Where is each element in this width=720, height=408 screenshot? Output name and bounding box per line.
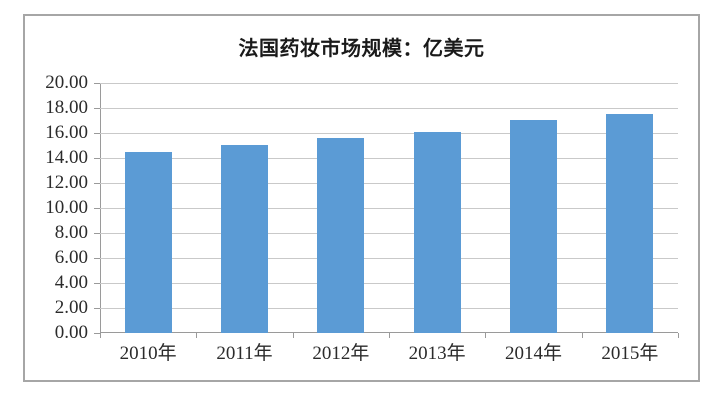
x-axis-tick — [678, 333, 679, 338]
x-axis-tick — [196, 333, 197, 338]
y-axis-label: 2.00 — [54, 297, 88, 318]
x-axis-tick — [293, 333, 294, 338]
x-axis-label: 2013年 — [408, 343, 466, 364]
y-axis-tick — [94, 258, 100, 259]
gridline — [100, 83, 678, 84]
gridline — [100, 208, 678, 209]
y-axis-label: 20.00 — [45, 72, 88, 93]
bar-2014年 — [510, 120, 557, 333]
y-axis-tick — [94, 208, 100, 209]
plot-area — [94, 83, 679, 338]
y-axis-label: 12.00 — [45, 172, 88, 193]
gridline — [100, 258, 678, 259]
gridline — [100, 283, 678, 284]
y-axis-label: 14.00 — [45, 147, 88, 168]
x-axis-tick — [485, 333, 486, 338]
y-axis-tick — [94, 83, 100, 84]
y-axis-label: 18.00 — [45, 97, 88, 118]
x-axis-tick — [100, 333, 101, 338]
y-axis-label: 6.00 — [54, 247, 88, 268]
chart-frame: 法国药妆市场规模：亿美元 20.00 18.00 16.00 14.00 12.00 10… — [23, 14, 700, 382]
y-axis-tick — [94, 108, 100, 109]
y-axis-tick — [94, 283, 100, 284]
chart-title: 法国药妆市场规模：亿美元 — [238, 36, 485, 60]
bar-2011年 — [221, 145, 268, 333]
x-axis-label: 2015年 — [601, 343, 659, 364]
bar-2012年 — [317, 138, 364, 333]
gridline — [100, 183, 678, 184]
x-axis-line — [100, 332, 678, 333]
x-axis-label: 2014年 — [504, 343, 562, 364]
x-axis-label: 2012年 — [312, 343, 370, 364]
y-axis-label: 8.00 — [54, 222, 88, 243]
y-axis-tick — [94, 183, 100, 184]
x-axis-tick — [389, 333, 390, 338]
y-axis-tick — [94, 333, 100, 334]
x-axis-label: 2010年 — [119, 343, 177, 364]
gridline — [100, 108, 678, 109]
y-axis-label: 10.00 — [45, 197, 88, 218]
bar-2010年 — [125, 152, 172, 333]
y-axis-tick — [94, 133, 100, 134]
gridline — [100, 133, 678, 134]
x-axis-label: 2011年 — [216, 343, 273, 364]
bar-2015年 — [606, 114, 653, 333]
x-axis-tick — [582, 333, 583, 338]
y-axis-tick — [94, 233, 100, 234]
gridline — [100, 158, 678, 159]
y-axis-label: 4.00 — [54, 272, 88, 293]
y-axis-tick — [94, 158, 100, 159]
gridline — [100, 308, 678, 309]
y-axis-tick — [94, 308, 100, 309]
y-axis-label: 0.00 — [54, 322, 88, 343]
bar-2013年 — [414, 132, 461, 333]
y-axis-label: 16.00 — [45, 122, 88, 143]
gridline — [100, 233, 678, 234]
